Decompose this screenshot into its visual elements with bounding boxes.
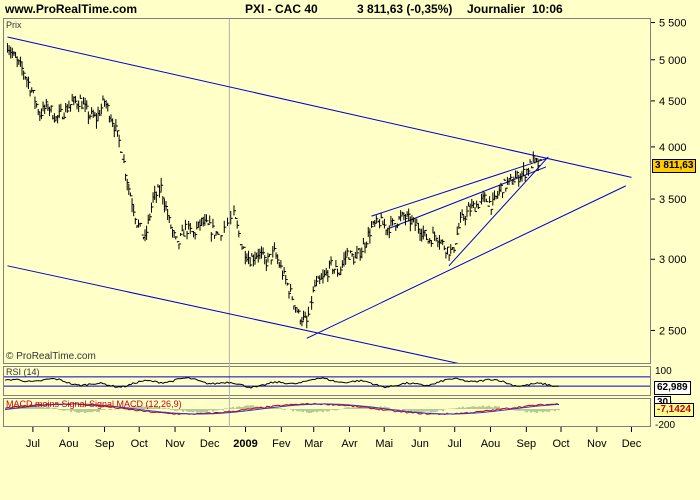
- y-tick-label: 3 000: [659, 254, 687, 266]
- y-tick-label: 4 000: [659, 142, 687, 154]
- site-name[interactable]: www.ProRealTime.com: [5, 2, 138, 16]
- y-tick-label: 5 500: [659, 18, 687, 30]
- last-price-tag: 3 811,63: [652, 159, 697, 173]
- instrument-name: PXI - CAC 40: [245, 2, 318, 16]
- period-label: Journalier: [467, 2, 526, 16]
- x-tick-label: Jul: [448, 438, 462, 450]
- macd-pane-label: MACD moins Signal Signal MACD (12,26,9): [6, 399, 182, 409]
- rsi-pane-label: RSI (14): [6, 367, 40, 377]
- x-tick-label: Avr: [341, 438, 358, 450]
- y-tick-label: 2 500: [659, 325, 687, 337]
- x-tick-label: Jun: [411, 438, 429, 450]
- x-tick-label: Oct: [131, 438, 148, 450]
- x-tick-label: Aou: [481, 438, 501, 450]
- x-tick-label: Dec: [200, 438, 220, 450]
- x-tick-label: Dec: [622, 438, 642, 450]
- x-tick-label: Oct: [552, 438, 569, 450]
- time-label: 10:06: [532, 2, 563, 16]
- macd-tick-label: -200: [655, 420, 675, 431]
- price-pane[interactable]: [3, 18, 651, 364]
- trendline[interactable]: [306, 185, 626, 339]
- rsi-line: [4, 377, 560, 389]
- macd-value-tag: -7,1424: [654, 403, 694, 417]
- x-tick-label: Sep: [517, 438, 537, 450]
- x-tick-label: Mai: [375, 438, 393, 450]
- rsi-pane[interactable]: [3, 366, 651, 396]
- x-tick-label: Nov: [587, 438, 607, 450]
- x-tick-label: Mar: [304, 438, 323, 450]
- x-tick-label: Aou: [59, 438, 79, 450]
- trendline[interactable]: [448, 156, 549, 267]
- trendline[interactable]: [7, 265, 472, 367]
- rsi-tick-label: 100: [655, 366, 672, 377]
- x-tick-label: Nov: [165, 438, 185, 450]
- x-tick-label: Jul: [26, 438, 40, 450]
- x-tick-label: Sep: [95, 438, 115, 450]
- macd-line: [4, 402, 560, 416]
- quote-value: 3 811,63 (-0,35%): [357, 2, 453, 16]
- macd-signal-line: [4, 403, 560, 415]
- macd-pane[interactable]: [3, 398, 651, 427]
- trendline[interactable]: [371, 158, 547, 217]
- y-tick-label: 4 500: [659, 96, 687, 108]
- copyright-label: © ProRealTime.com: [6, 351, 96, 362]
- trendline[interactable]: [7, 36, 632, 178]
- y-tick-label: 3 500: [659, 194, 687, 206]
- price-pane-label: Prix: [6, 20, 22, 30]
- x-tick-label: Fev: [272, 438, 291, 450]
- rsi-value-tag: 62,989: [654, 381, 691, 395]
- x-tick-label: 2009: [233, 438, 257, 450]
- chart-header: www.ProRealTime.com PXI - CAC 40 3 811,6…: [0, 0, 700, 18]
- y-tick-label: 5 000: [659, 55, 687, 67]
